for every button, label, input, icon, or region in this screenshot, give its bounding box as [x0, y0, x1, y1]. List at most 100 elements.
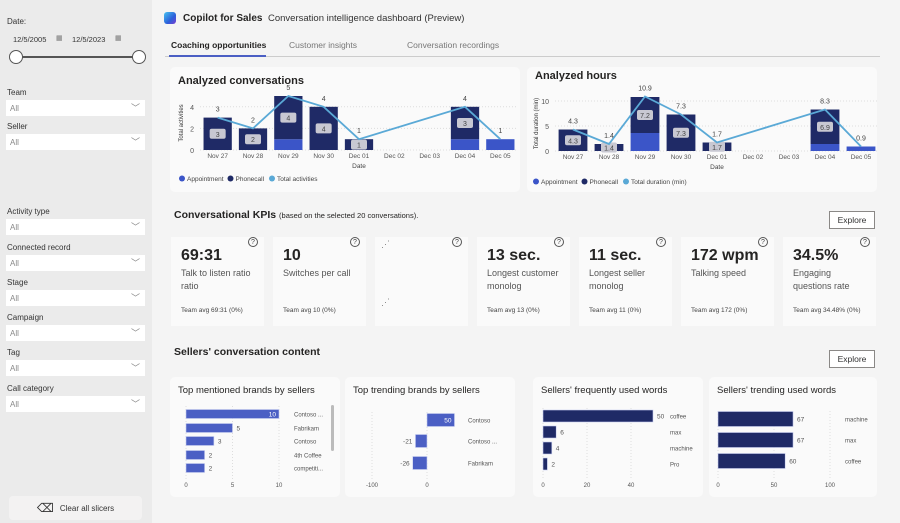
content-section-title: Sellers' conversation content	[174, 346, 321, 358]
seller-dropdown[interactable]: All ﹀	[6, 134, 145, 150]
bar	[415, 434, 428, 448]
dropdown-value: All	[10, 294, 19, 303]
date-end[interactable]: 12/5/2023	[72, 35, 106, 44]
category-label: Contoso	[294, 440, 317, 446]
x-tick-label: Nov 27	[563, 154, 584, 161]
data-label-bg	[209, 128, 226, 139]
y-tick-label: 0	[190, 148, 194, 155]
data-label-bg	[245, 134, 261, 145]
x-tick-label: Nov 29	[278, 153, 299, 160]
kpi-card: ⋰ ⋰?	[375, 237, 468, 326]
help-icon[interactable]: ?	[452, 237, 462, 247]
bar	[185, 450, 205, 460]
legend-marker	[227, 175, 234, 182]
phonecall-data-label: 1.4	[604, 146, 614, 153]
bar	[717, 411, 794, 427]
phonecall-data-label: 2	[251, 137, 255, 144]
help-icon[interactable]: ?	[656, 237, 666, 247]
bar	[185, 423, 233, 433]
chevron-down-icon: ﹀	[130, 293, 140, 303]
tab-divider	[165, 56, 880, 57]
slider-end-handle[interactable]	[132, 50, 146, 64]
category-label: machine	[670, 447, 693, 453]
legend-marker	[623, 178, 629, 185]
connected-record-dropdown[interactable]: All ﹀	[6, 255, 145, 271]
bar	[717, 453, 786, 469]
y-tick-label: 10	[541, 99, 549, 106]
content-explore-button[interactable]: Explore	[829, 350, 875, 368]
kpi-label: Switches per call	[283, 268, 351, 278]
bar	[542, 441, 553, 455]
kpi-value: 34.5%	[793, 247, 839, 264]
date-start[interactable]: 12/5/2005	[13, 35, 47, 44]
top-trending-brands-chart: -100 0 50 Contoso -21 Contoso ... -26 Fabrikam	[366, 412, 497, 489]
phonecall-data-label: 4.3	[568, 138, 578, 145]
kpi-card: 13 sec. Longest customer monolog Team av…	[477, 237, 570, 326]
category-label: 4th Coffee	[294, 454, 322, 460]
kpi-card: 10 Switches per call Team avg 10 (0%)?	[273, 237, 366, 326]
y-axis-title: Total activities	[179, 104, 185, 141]
team-dropdown[interactable]: All ﹀	[6, 100, 145, 116]
x-tick-label: 50	[771, 483, 778, 489]
dropdown-value: All	[10, 259, 19, 268]
clear-all-slicers-button[interactable]: ⌫ Clear all slicers	[9, 496, 142, 520]
category-label: Pro	[670, 463, 680, 469]
bar	[185, 463, 205, 473]
chevron-down-icon: ﹀	[130, 399, 140, 409]
category-label: Contoso ...	[468, 440, 497, 446]
tab-conversation-recordings[interactable]: Conversation recordings	[407, 40, 500, 50]
help-icon[interactable]: ?	[860, 237, 870, 247]
date-range-slider[interactable]	[17, 56, 139, 58]
activity-type-dropdown[interactable]: All ﹀	[6, 219, 145, 235]
bar	[542, 409, 654, 423]
call-category-dropdown[interactable]: All ﹀	[6, 396, 145, 412]
calendar-icon[interactable]: ▦	[115, 35, 122, 42]
help-icon[interactable]: ?	[758, 237, 768, 247]
slider-start-handle[interactable]	[9, 50, 23, 64]
stage-dropdown[interactable]: All ﹀	[6, 290, 145, 306]
bar-data-label: 4	[556, 446, 560, 453]
chevron-down-icon: ﹀	[130, 258, 140, 268]
scrollbar[interactable]	[331, 405, 334, 451]
seller-label: Seller	[7, 122, 28, 131]
loading-spinner-icon: ⋰	[381, 239, 390, 249]
data-label-bg	[817, 121, 833, 132]
tag-dropdown[interactable]: All ﹀	[6, 360, 145, 376]
chart-title: Sellers' trending used words	[717, 385, 837, 396]
date-label: Date:	[7, 17, 27, 26]
legend-item: Appointment	[541, 179, 578, 186]
total-data-label: 2	[251, 117, 255, 124]
dropdown-value: All	[10, 104, 19, 113]
x-tick-label: 40	[628, 483, 635, 489]
x-tick-label: Nov 30	[671, 154, 692, 161]
chevron-down-icon: ﹀	[130, 363, 140, 373]
appointment-bar	[486, 139, 515, 150]
category-label: competiti...	[294, 467, 323, 473]
kpi-card: 172 wpm Talking speed Team avg 172 (0%)?	[681, 237, 774, 326]
bar-data-label: 2	[209, 453, 213, 460]
legend-marker	[179, 175, 185, 182]
kpi-explore-button[interactable]: Explore	[829, 211, 875, 229]
bar-data-label: 6	[560, 430, 564, 437]
copilot-logo-icon	[164, 12, 176, 24]
help-icon[interactable]: ?	[554, 237, 564, 247]
kpi-label: Talk to listen ratio ratio	[181, 268, 251, 291]
x-tick-label: Dec 03	[779, 154, 800, 161]
x-tick-label: 20	[584, 483, 591, 489]
data-label-bg	[351, 139, 367, 150]
tab-coaching-opportunities[interactable]: Coaching opportunities	[171, 40, 267, 50]
bar-data-label: 50	[657, 414, 665, 421]
help-icon[interactable]: ?	[248, 237, 258, 247]
x-tick-label: Nov 29	[635, 154, 656, 161]
bar	[542, 425, 557, 439]
chart-title: Top mentioned brands by sellers	[178, 385, 315, 396]
tab-customer-insights[interactable]: Customer insights	[289, 40, 358, 50]
campaign-dropdown[interactable]: All ﹀	[6, 325, 145, 341]
category-label: Fabrikam	[294, 427, 319, 433]
total-data-label: 1.7	[712, 132, 722, 139]
frequently-used-words-card: Sellers' frequently used words 0 20 40 50 co…	[533, 377, 703, 497]
calendar-icon[interactable]: ▦	[56, 35, 63, 42]
legend-marker	[581, 178, 588, 185]
help-icon[interactable]: ?	[350, 237, 360, 247]
chevron-down-icon: ﹀	[130, 137, 140, 147]
